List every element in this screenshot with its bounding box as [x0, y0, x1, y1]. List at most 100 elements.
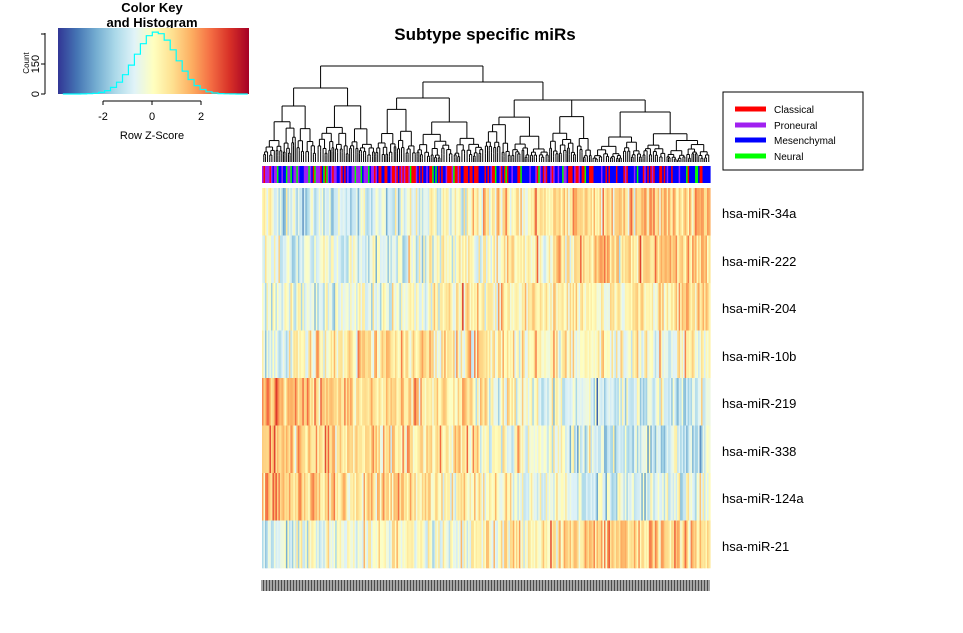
heatmap-cell	[463, 330, 466, 379]
heatmap-cell	[562, 425, 565, 474]
heatmap-cell	[644, 188, 647, 236]
heatmap-cell	[651, 330, 654, 379]
annotation-cell	[285, 166, 288, 183]
heatmap-cell	[368, 188, 371, 236]
heatmap-cell	[442, 330, 445, 379]
heatmap-cell	[502, 473, 505, 521]
heatmap-cell	[695, 378, 698, 426]
heatmap-cell	[509, 235, 512, 284]
heatmap-cell	[672, 520, 675, 569]
heatmap-cell	[486, 425, 489, 474]
heatmap-cell	[420, 330, 423, 379]
annotation-cell	[345, 166, 348, 183]
heatmap-cell	[629, 425, 632, 474]
heatmap-cell	[336, 235, 339, 284]
heatmap-cell	[293, 425, 296, 474]
heatmap-cell	[581, 330, 584, 379]
heatmap-cell	[578, 283, 581, 331]
heatmap-cell	[671, 520, 674, 569]
annotation-cell	[300, 166, 303, 183]
heatmap-cell	[354, 425, 357, 474]
heatmap-cell	[378, 520, 381, 569]
heatmap-cell	[264, 235, 268, 284]
heatmap-cell	[412, 520, 415, 569]
heatmap-cell	[654, 378, 657, 426]
heatmap-cell	[574, 473, 577, 521]
heatmap-cell	[335, 425, 338, 474]
heatmap-cell	[533, 473, 536, 521]
heatmap-cell	[321, 520, 324, 569]
heatmap-cell	[577, 425, 580, 474]
heatmap-cell	[704, 425, 707, 474]
heatmap-cell	[385, 283, 389, 331]
heatmap-cell	[639, 378, 642, 426]
heatmap-cell	[320, 425, 323, 474]
heatmap-cell	[542, 188, 545, 236]
heatmap-cell	[472, 188, 475, 236]
heatmap-cell	[448, 235, 451, 284]
heatmap-cell	[701, 425, 704, 474]
heatmap-cell	[354, 235, 357, 284]
annotation-cell	[548, 166, 551, 183]
heatmap-cell	[281, 473, 284, 521]
annotation-cell	[563, 166, 566, 183]
heatmap-cell	[560, 330, 563, 379]
heatmap-cell	[262, 283, 265, 331]
heatmap-cell	[345, 283, 348, 331]
heatmap-cell	[308, 425, 311, 474]
heatmap-cell	[350, 330, 353, 379]
heatmap-cell	[347, 283, 350, 331]
heatmap-cell	[278, 330, 281, 379]
heatmap-cell	[320, 520, 323, 569]
heatmap-cell	[663, 520, 666, 569]
heatmap-cell	[453, 520, 456, 569]
annotation-cell	[372, 166, 375, 183]
heatmap-cell	[657, 283, 660, 331]
heatmap-cell	[577, 473, 580, 521]
heatmap-cell	[668, 235, 671, 284]
heatmap-cell	[692, 235, 695, 284]
heatmap-cell	[360, 425, 363, 474]
heatmap-cell	[478, 330, 481, 379]
heatmap-cell	[648, 330, 651, 379]
heatmap-cell	[660, 473, 663, 521]
heatmap-cell	[512, 283, 515, 331]
heatmap-cell	[314, 520, 317, 569]
heatmap-cell	[424, 473, 427, 521]
heatmap-cell	[288, 520, 291, 569]
heatmap-cell	[374, 188, 377, 236]
annotation-cell	[494, 166, 498, 183]
heatmap-cell	[511, 235, 514, 284]
heatmap-cell	[293, 330, 296, 379]
heatmap-cell	[509, 330, 512, 379]
heatmap-cell	[303, 520, 306, 569]
heatmap-cell	[445, 473, 448, 521]
heatmap-cell	[696, 283, 699, 331]
heatmap-cell	[483, 425, 486, 474]
annotation-cell	[445, 166, 448, 183]
heatmap-cell	[702, 378, 705, 426]
heatmap-cell	[323, 425, 326, 474]
heatmap-cell	[481, 330, 484, 379]
heatmap-cell	[583, 188, 586, 236]
heatmap-cell	[456, 378, 459, 426]
heatmap-cell	[385, 473, 389, 521]
annotation-cell	[400, 166, 403, 183]
annotation-cell	[402, 166, 405, 183]
heatmap-cell	[523, 235, 526, 284]
heatmap-cell	[701, 188, 704, 236]
heatmap-cell	[441, 473, 444, 521]
heatmap-cell	[656, 235, 659, 284]
heatmap-cell	[484, 473, 487, 521]
annotation-cell	[421, 166, 424, 183]
heatmap-cell	[415, 283, 418, 331]
heatmap-cell	[390, 378, 393, 426]
heatmap-cell	[311, 473, 314, 521]
heatmap-cell	[657, 473, 660, 521]
heatmap-cell	[323, 235, 326, 284]
heatmap-cell	[512, 473, 515, 521]
heatmap-cell	[653, 520, 656, 569]
heatmap-cell	[557, 235, 560, 284]
heatmap-cell	[623, 473, 626, 521]
heatmap-cell	[387, 330, 390, 379]
